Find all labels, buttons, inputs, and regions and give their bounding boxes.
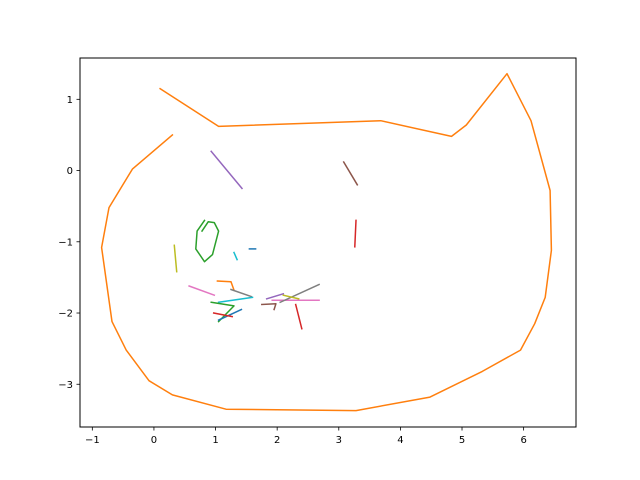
series-line-7 [173,244,178,273]
series-line-17 [279,283,321,304]
x-tick-label: 4 [397,435,403,446]
series-line-12 [210,301,235,323]
series-line-6 [233,251,239,261]
x-tick-label: 1 [212,435,218,446]
y-tick-label: 0 [67,166,73,177]
x-axis-ticks: −1 0 1 2 3 4 5 6 [85,427,527,446]
series-line-4 [195,219,220,263]
x-tick-label: 6 [520,435,526,446]
series-line-3 [354,219,357,248]
series-line-20 [294,303,303,330]
series-line-13 [217,308,243,322]
axes-frame [79,57,577,428]
series-line-10 [230,288,253,298]
y-tick-label: −3 [58,380,73,391]
series-line-8 [188,285,216,297]
plot-lines [100,72,553,412]
x-tick-label: 5 [459,435,465,446]
series-line-2 [342,160,359,186]
series-line-19 [261,303,277,311]
x-tick-label: −1 [85,435,100,446]
series-line-11 [217,296,254,304]
series-line-1 [210,150,244,190]
y-axis-ticks: −3 −2 −1 0 1 [58,95,80,391]
y-tick-label: −1 [58,237,73,248]
y-tick-label: 1 [67,95,73,106]
series-line-15 [265,292,285,300]
series-line-14 [212,312,234,318]
y-tick-label: −2 [58,309,73,320]
series-line-18 [282,294,300,300]
series-line-9 [216,280,235,292]
series-line-0 [100,72,553,412]
x-tick-label: 3 [336,435,342,446]
x-tick-label: 2 [274,435,280,446]
x-tick-label: 0 [151,435,157,446]
